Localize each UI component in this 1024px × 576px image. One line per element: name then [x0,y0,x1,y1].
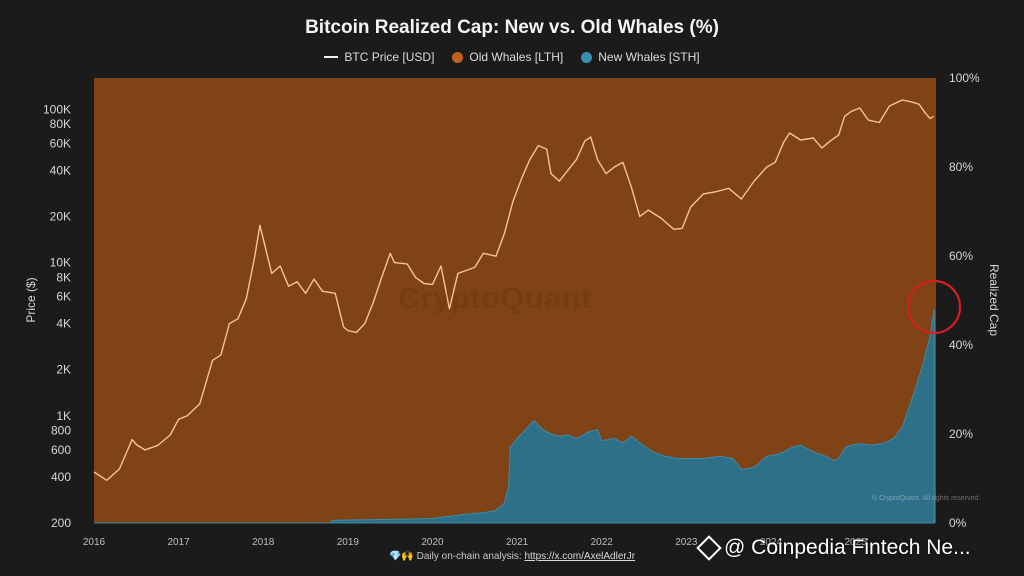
btc-price-line [93,99,934,481]
new-whales-area [94,309,935,524]
footer-link[interactable]: https://x.com/AxelAdlerJr [524,551,636,562]
left-tick-label: 8K [56,270,71,284]
legend-label-new-whales: New Whales [STH] [598,50,700,64]
coinpedia-logo-icon [696,535,722,561]
left-tick-label: 60K [50,136,71,150]
left-tick-label: 600 [51,443,71,457]
left-tick-label: 40K [50,163,71,177]
x-tick-label: 2016 [83,537,106,548]
y-axis-left-label: Price ($) [24,277,38,322]
x-tick-label: 2024 [760,537,783,548]
left-tick-label: 4K [56,317,71,331]
diamond-hands-icon: 💎🙌 [388,551,414,562]
right-tick-label: 20% [949,427,973,441]
left-tick-label: 800 [51,424,71,438]
y-axis-right-label: Realized Cap [987,264,1001,336]
right-tick-label: 40% [949,338,973,352]
right-tick-label: 80% [949,160,973,174]
legend-label-old-whales: Old Whales [LTH] [469,50,564,64]
left-tick-label: 2K [56,363,71,377]
legend-item-old-whales[interactable]: Old Whales [LTH] [452,50,563,64]
left-tick-label: 200 [51,516,71,530]
chart-title: Bitcoin Realized Cap: New vs. Old Whales… [305,17,719,38]
overlay-watermark-badge: @ Coinpedia Fintech Ne... [696,535,971,561]
x-tick-label: 2020 [421,537,444,548]
line-swatch-icon [324,56,339,58]
x-tick-label: 2023 [675,537,698,548]
blue-dot-icon [581,51,593,63]
right-tick-label: 60% [949,249,973,263]
left-tick-label: 6K [56,290,71,304]
right-tick-label: 0% [949,516,967,530]
copyright-notice: © CryptoQuant. All rights reserved. [872,495,981,502]
left-tick-label: 10K [50,256,71,270]
overlay-text: @ Coinpedia Fintech Ne... [724,536,971,559]
x-tick-label: 2025 [844,537,867,548]
right-tick-label: 100% [949,71,980,85]
legend-item-price[interactable]: BTC Price [USD] [324,50,434,64]
x-tick-label: 2021 [506,537,529,548]
x-tick-label: 2022 [591,537,614,548]
x-tick-label: 2019 [337,537,360,548]
legend-label-price: BTC Price [USD] [344,50,435,64]
left-tick-label: 80K [50,117,71,131]
footer-text: Daily on-chain analysis: [416,551,525,562]
x-tick-label: 2018 [252,537,275,548]
legend: BTC Price [USD] Old Whales [LTH] New Wha… [0,50,1024,64]
left-tick-label: 1K [56,409,71,423]
left-tick-label: 400 [51,470,71,484]
left-tick-label: 100K [43,102,71,116]
watermark: CryptoQuant [398,282,593,315]
legend-item-new-whales[interactable]: New Whales [STH] [581,50,700,64]
highlight-circle [906,279,962,335]
x-tick-label: 2017 [167,537,190,548]
footer: 💎🙌 Daily on-chain analysis: https://x.co… [0,551,1024,562]
orange-dot-icon [452,51,464,63]
left-tick-label: 20K [50,209,71,223]
